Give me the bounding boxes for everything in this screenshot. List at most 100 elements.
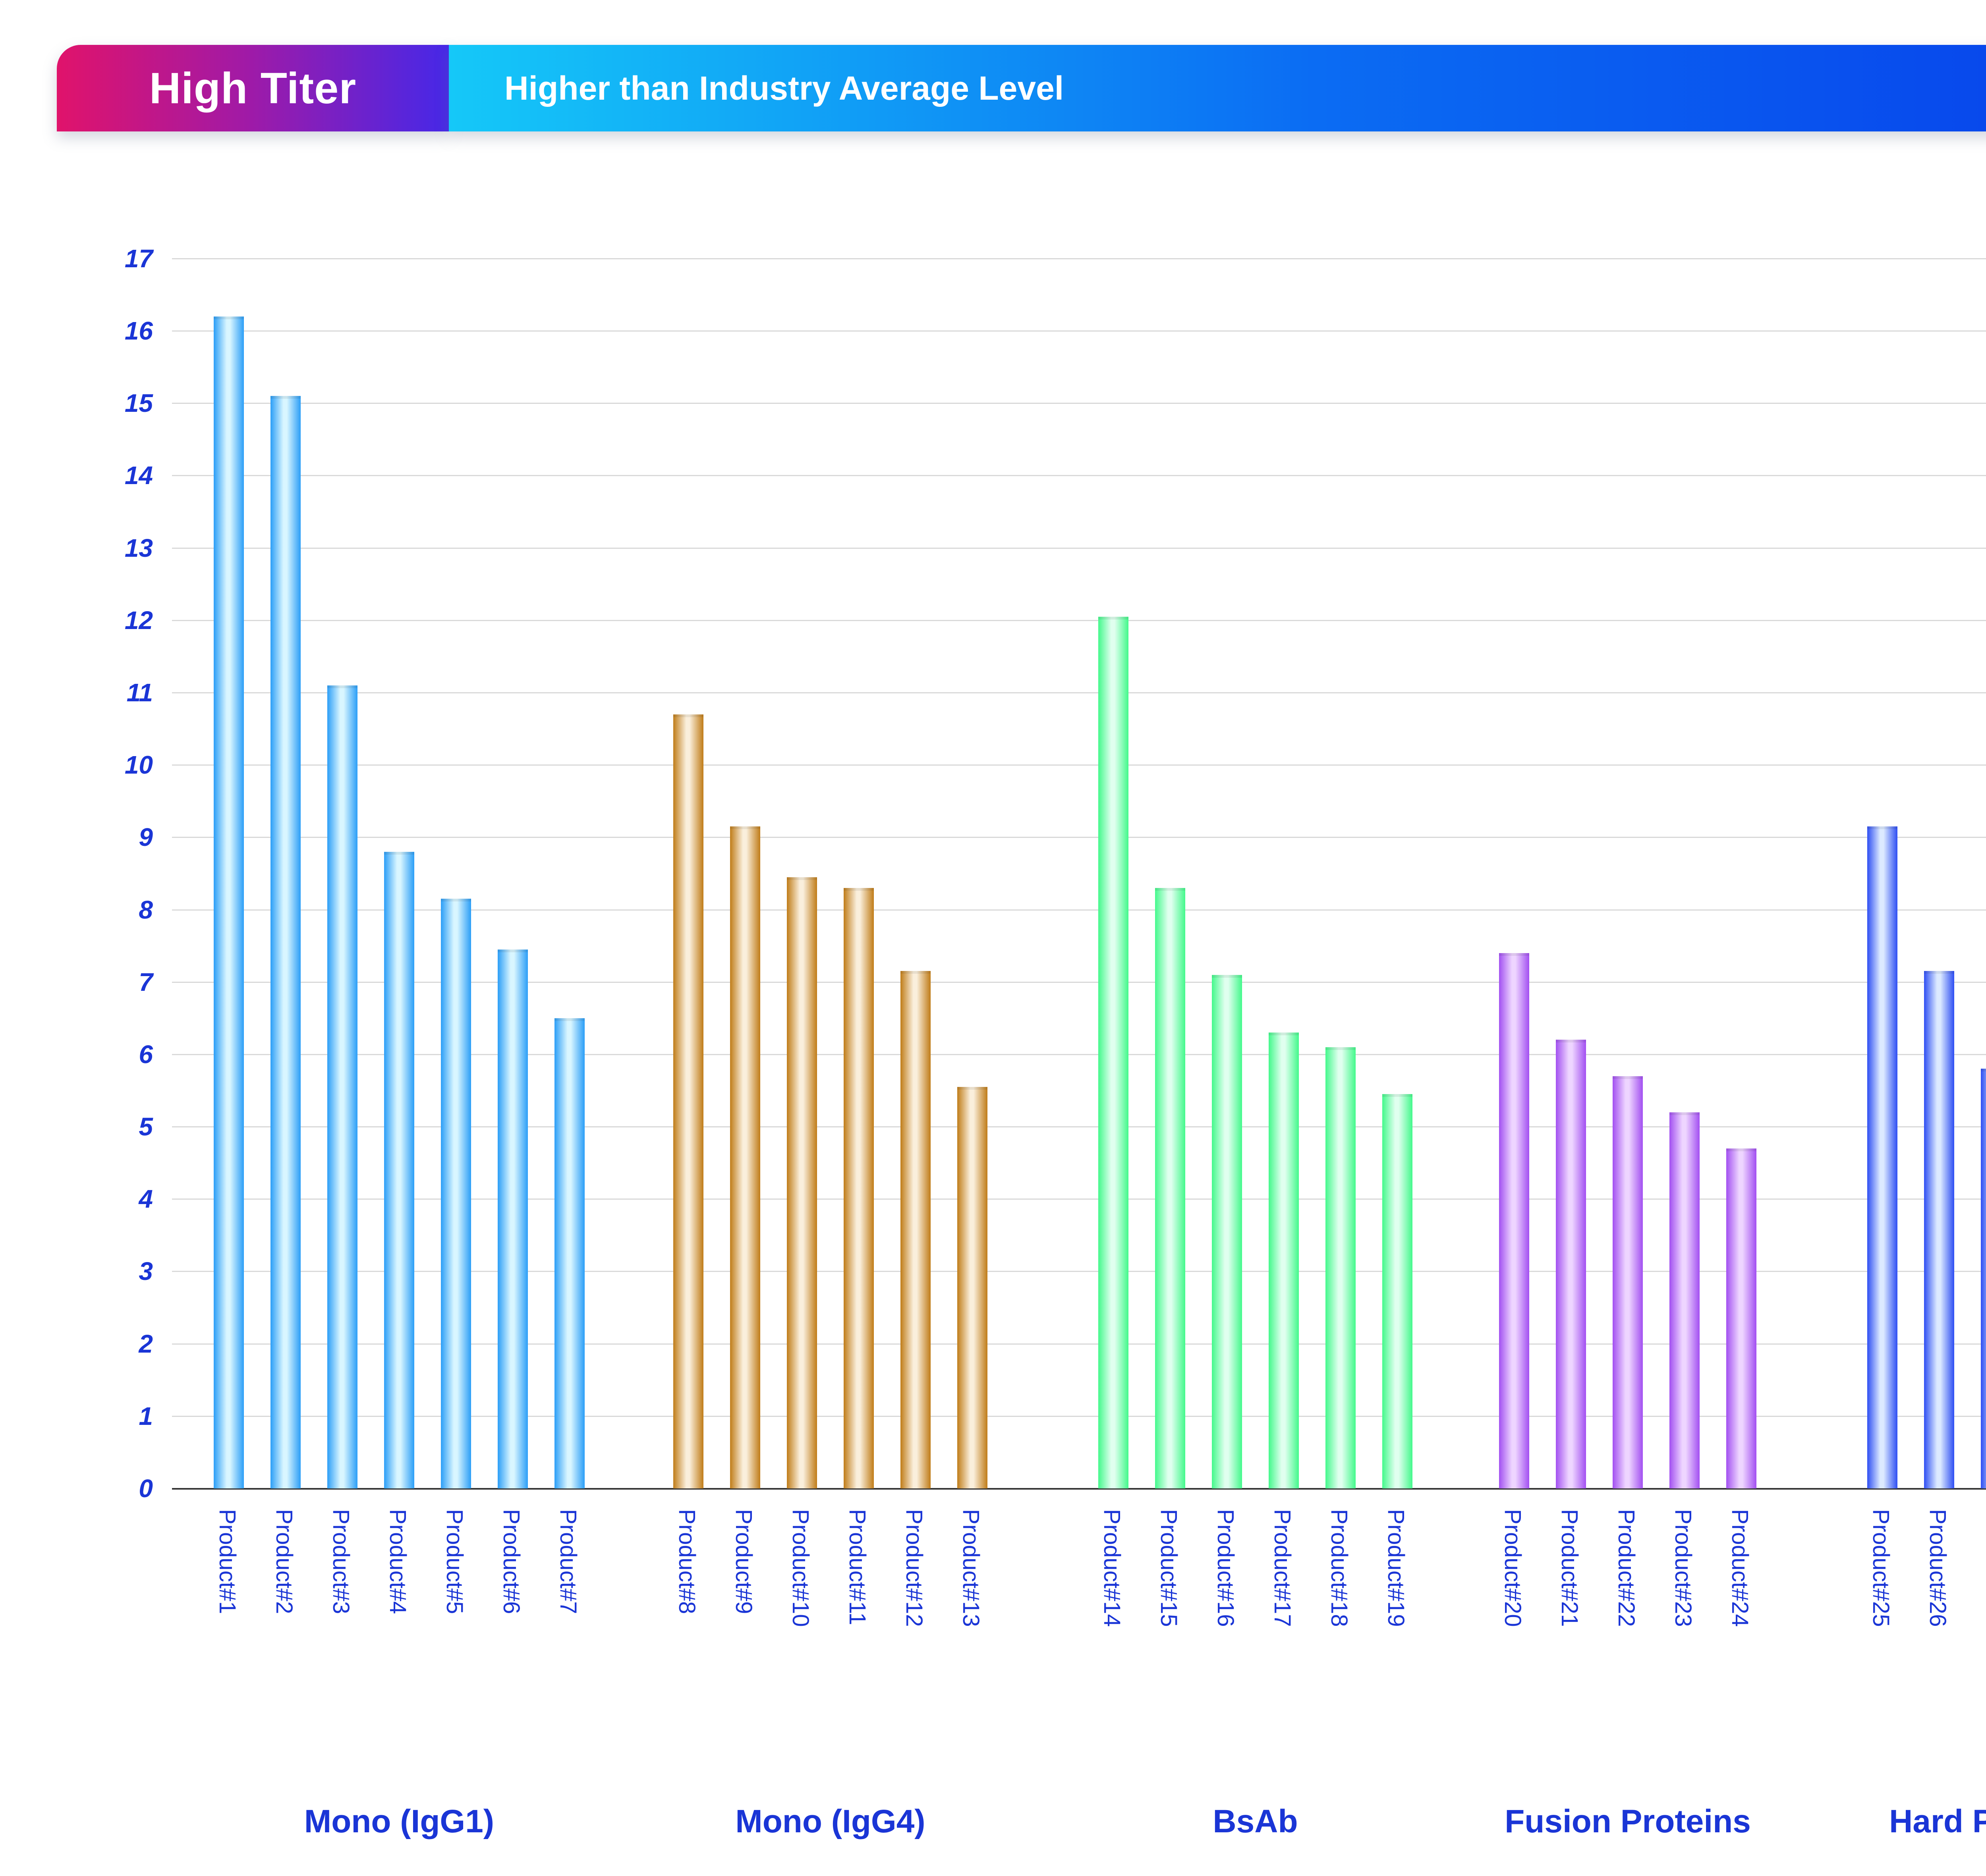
y-tick-label: 3 <box>139 1257 153 1286</box>
bar-product-3 <box>327 685 357 1488</box>
product-label: Product#6 <box>498 1509 524 1614</box>
bar-product-20 <box>1499 953 1529 1488</box>
subtitle-label: Higher than Industry Average Level <box>504 69 1064 107</box>
gridline <box>172 258 1986 259</box>
gridline <box>172 981 1986 983</box>
gridline <box>172 1415 1986 1417</box>
y-tick-label: 1 <box>139 1401 153 1430</box>
y-tick-label: 11 <box>126 678 153 707</box>
y-tick-label: 0 <box>139 1474 153 1503</box>
product-label: Product#9 <box>731 1509 757 1614</box>
bar-product-22 <box>1613 1076 1643 1488</box>
gridline <box>172 1271 1986 1272</box>
product-label: Product#7 <box>555 1509 581 1614</box>
gridline <box>172 330 1986 332</box>
product-label: Product#20 <box>1500 1509 1526 1627</box>
bar-product-13 <box>957 1087 987 1488</box>
y-tick-label: 7 <box>139 967 153 996</box>
product-label: Product#2 <box>271 1509 297 1614</box>
product-label: Product#15 <box>1156 1509 1182 1627</box>
y-tick-label: 14 <box>124 461 153 490</box>
product-label: Product#13 <box>958 1509 984 1627</box>
bar-product-25 <box>1867 826 1897 1488</box>
gridline <box>172 1199 1986 1200</box>
x-axis-baseline <box>172 1488 1986 1490</box>
bar-product-16 <box>1212 975 1242 1488</box>
gridline <box>172 764 1986 766</box>
y-tick-label: 12 <box>124 606 153 635</box>
gridline <box>172 1054 1986 1055</box>
subtitle-banner: Higher than Industry Average Level <box>449 45 1986 131</box>
bar-product-2 <box>270 396 301 1488</box>
product-label: Product#22 <box>1613 1509 1639 1627</box>
gridline <box>172 692 1986 694</box>
y-tick-label: 4 <box>139 1185 153 1214</box>
group-label: BsAb <box>1213 1803 1298 1839</box>
bar-product-18 <box>1325 1047 1356 1488</box>
gridline <box>172 837 1986 838</box>
y-tick-label: 10 <box>124 751 153 780</box>
y-tick-label: 9 <box>139 823 153 852</box>
product-label: Product#19 <box>1383 1509 1409 1627</box>
gridline <box>172 909 1986 911</box>
product-label: Product#8 <box>674 1509 700 1614</box>
high-titer-tab: High Titer <box>57 45 449 131</box>
group-label: Fusion Proteins <box>1505 1803 1751 1839</box>
product-label: Product#3 <box>328 1509 354 1614</box>
bar-product-5 <box>441 899 471 1488</box>
product-label: Product#5 <box>442 1509 468 1614</box>
product-label: Product#11 <box>844 1509 870 1625</box>
product-label: Product#26 <box>1925 1509 1951 1627</box>
bar-product-24 <box>1726 1148 1756 1488</box>
gridline <box>172 403 1986 404</box>
product-label: Product#1 <box>214 1509 240 1614</box>
group-label: Hard Proteins <box>1889 1803 1986 1839</box>
gridline <box>172 1126 1986 1128</box>
bar-product-17 <box>1269 1033 1299 1488</box>
y-tick-label: 15 <box>124 389 153 418</box>
bar-product-23 <box>1669 1112 1700 1488</box>
group-label: Mono (IgG4) <box>735 1803 925 1839</box>
y-tick-label: 5 <box>139 1112 153 1141</box>
bar-product-27 <box>1981 1069 1986 1488</box>
bar-product-6 <box>498 949 528 1488</box>
product-label: Product#18 <box>1326 1509 1352 1627</box>
y-tick-label: 13 <box>124 533 153 562</box>
bar-product-10 <box>787 877 817 1488</box>
gridline <box>172 475 1986 477</box>
bar-product-15 <box>1155 888 1185 1488</box>
product-label: Product#10 <box>788 1509 813 1627</box>
y-tick-label: 16 <box>124 317 153 345</box>
bar-product-4 <box>384 851 414 1488</box>
bar-product-9 <box>730 826 760 1488</box>
product-label: Product#14 <box>1099 1509 1125 1627</box>
bar-product-21 <box>1556 1040 1586 1488</box>
bar-product-14 <box>1098 616 1128 1488</box>
y-tick-label: 8 <box>139 895 153 924</box>
high-titer-label: High Titer <box>149 64 357 113</box>
product-label: Product#24 <box>1727 1509 1753 1627</box>
bar-product-11 <box>844 888 874 1488</box>
product-label: Product#27 <box>1982 1509 1986 1627</box>
group-label: Mono (IgG1) <box>304 1803 495 1839</box>
y-tick-label: 2 <box>139 1329 153 1358</box>
y-tick-label: 17 <box>124 244 153 273</box>
product-label: Product#16 <box>1213 1509 1238 1627</box>
bar-product-26 <box>1924 971 1954 1488</box>
product-label: Product#17 <box>1269 1509 1295 1627</box>
bar-product-19 <box>1382 1094 1412 1488</box>
product-label: Product#23 <box>1670 1509 1696 1627</box>
gridline <box>172 1343 1986 1345</box>
product-label: Product#21 <box>1557 1509 1582 1627</box>
product-label: Product#12 <box>901 1509 927 1627</box>
y-tick-label: 6 <box>139 1040 153 1069</box>
bar-product-12 <box>900 971 931 1488</box>
product-label: Product#25 <box>1868 1509 1894 1627</box>
bar-product-7 <box>554 1018 585 1488</box>
product-label: Product#4 <box>385 1509 411 1614</box>
bar-product-8 <box>673 714 703 1488</box>
bar-product-1 <box>214 316 244 1488</box>
gridline <box>172 620 1986 621</box>
